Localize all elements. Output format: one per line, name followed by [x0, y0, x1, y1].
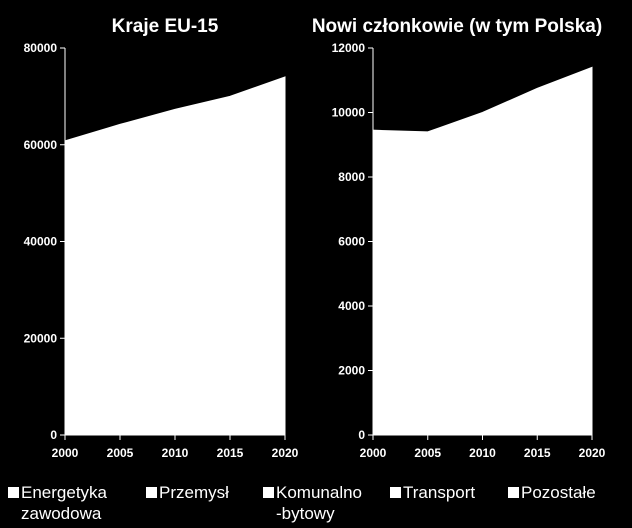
x-tick-label: 2020: [272, 446, 299, 460]
x-tick-label: 2005: [414, 446, 441, 460]
y-tick-label: 20000: [24, 331, 58, 345]
legend-label: Pozostałe: [521, 483, 596, 502]
y-tick-label: 0: [50, 428, 57, 442]
legend-swatch: [508, 487, 519, 498]
y-tick-label: 10000: [332, 106, 366, 120]
x-tick-label: 2010: [469, 446, 496, 460]
x-tick-label: 2005: [107, 446, 134, 460]
y-tick-label: 2000: [338, 364, 365, 378]
chart-new-members: Nowi członkowie (w tym Polska) 0 2000 4000…: [312, 16, 606, 460]
legend-label: Komunalno -bytowy: [276, 483, 363, 523]
y-tick-label: 80000: [24, 41, 58, 55]
x-tick-label: 2020: [579, 446, 606, 460]
legend-swatch: [390, 487, 401, 498]
legend-label: Transport: [403, 483, 476, 502]
y-tick-label: 4000: [338, 299, 365, 313]
y-tick-label: 6000: [338, 235, 365, 249]
x-tick-label: 2000: [360, 446, 387, 460]
x-tick-label: 2010: [162, 446, 189, 460]
x-tick-label: 2015: [524, 446, 551, 460]
x-tick-label: 2015: [217, 446, 244, 460]
y-tick-label: 0: [358, 428, 365, 442]
area-series-0: [64, 76, 286, 436]
y-tick-label: 12000: [332, 41, 366, 55]
y-tick-label: 8000: [338, 170, 365, 184]
x-tick-label: 2000: [52, 446, 79, 460]
chart-eu15: Kraje EU-15 0 20000 40000 60000 80000 2000 200…: [24, 16, 299, 460]
legend-swatch: [263, 487, 274, 498]
area-series-0: [372, 66, 593, 436]
legend-label: Przemysł: [159, 483, 229, 502]
legend-label: Energetyka zawodowa: [21, 483, 107, 523]
legend-swatch: [146, 487, 157, 498]
legend-swatch: [8, 487, 19, 498]
y-tick-label: 40000: [24, 235, 58, 249]
chart-title: Kraje EU-15: [112, 16, 219, 37]
y-tick-label: 60000: [24, 138, 58, 152]
chart-title: Nowi członkowie (w tym Polska): [312, 16, 602, 37]
legend: Energetyka zawodowa Przemysł Komunalno -…: [8, 482, 628, 526]
